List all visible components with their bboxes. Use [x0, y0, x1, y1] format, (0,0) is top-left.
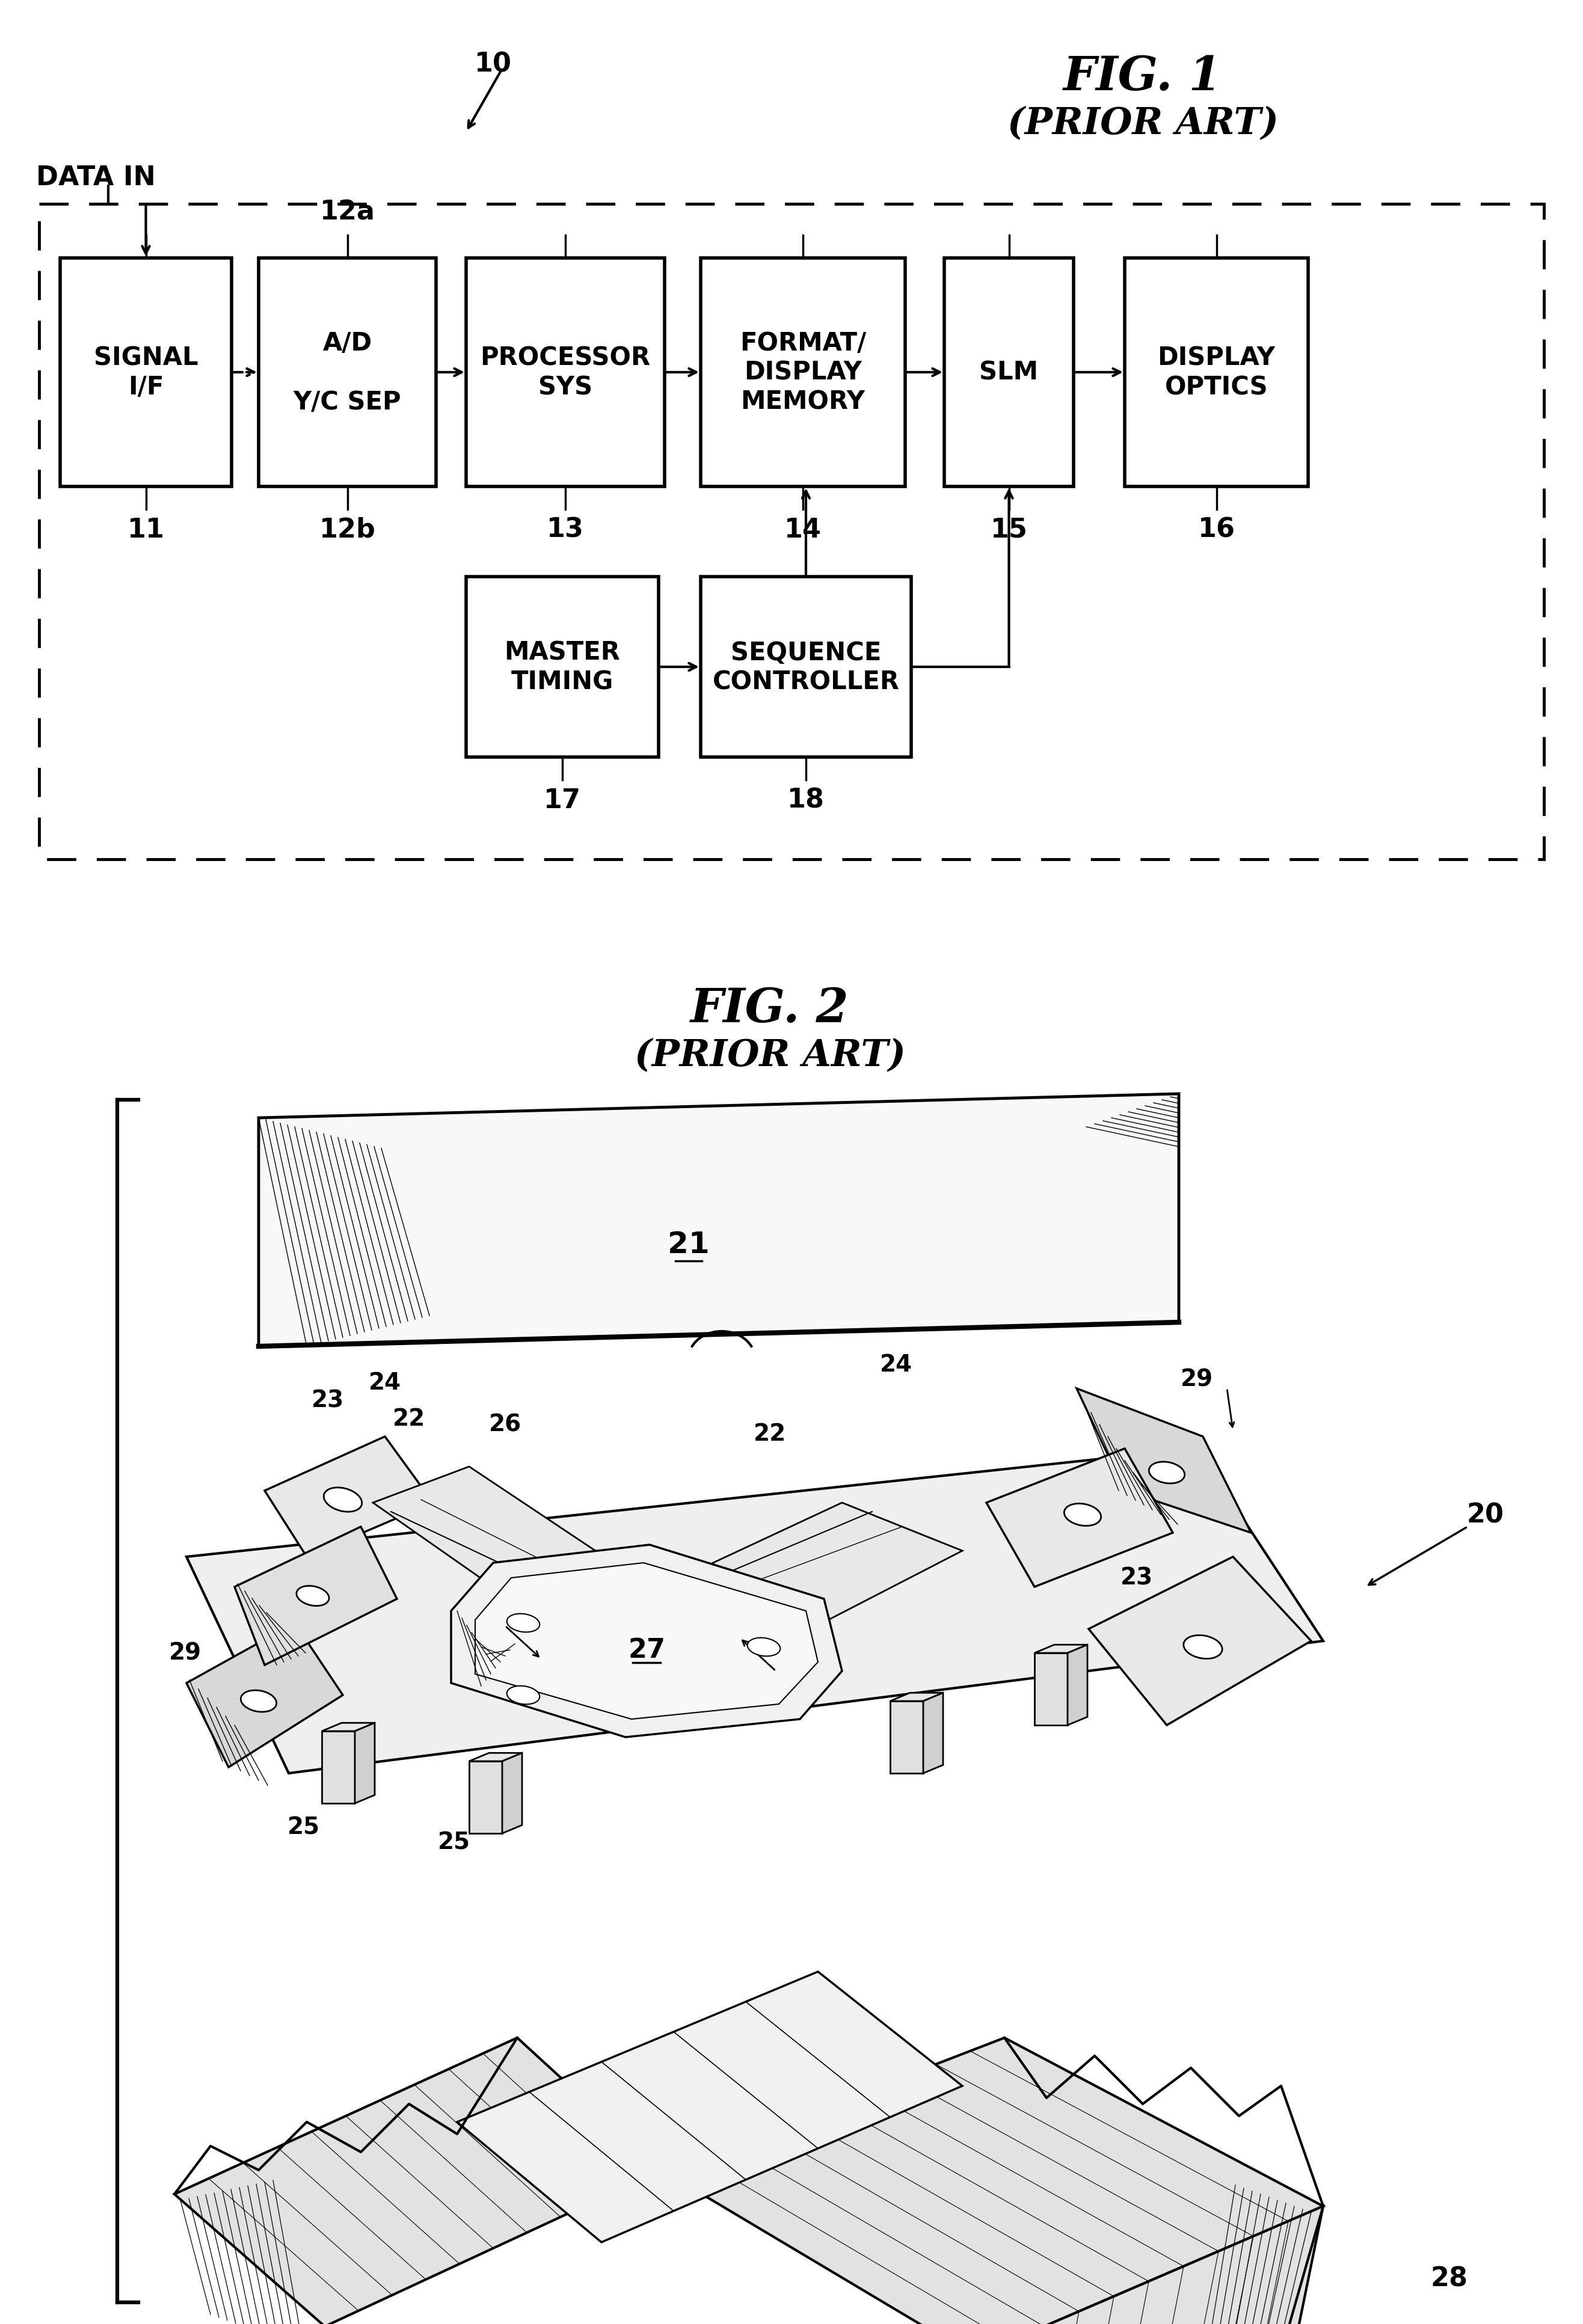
Text: PROCESSOR
SYS: PROCESSOR SYS	[480, 346, 651, 400]
Text: FIG. 2: FIG. 2	[690, 985, 848, 1032]
Bar	[321, 1731, 355, 1803]
Ellipse shape	[1149, 1462, 1184, 1483]
Text: SLM: SLM	[980, 360, 1038, 386]
Polygon shape	[923, 1692, 943, 1773]
Ellipse shape	[507, 1613, 540, 1631]
Bar	[469, 1762, 502, 1834]
Text: 16: 16	[1198, 516, 1235, 544]
Polygon shape	[187, 1622, 344, 1766]
Text: (PRIOR ART): (PRIOR ART)	[635, 1037, 905, 1074]
Text: 11: 11	[127, 516, 165, 544]
Bar	[465, 576, 659, 758]
Polygon shape	[502, 1752, 522, 1834]
Polygon shape	[469, 1752, 522, 1762]
Text: 22: 22	[393, 1408, 426, 1429]
Text: A/D

Y/C SEP: A/D Y/C SEP	[293, 330, 402, 414]
Text: 24: 24	[880, 1353, 912, 1376]
Text: 18: 18	[787, 788, 825, 813]
Text: 12b: 12b	[320, 516, 375, 544]
Polygon shape	[475, 1564, 818, 1720]
Polygon shape	[1034, 1645, 1088, 1652]
Bar	[890, 1701, 923, 1773]
Text: 14: 14	[784, 516, 822, 544]
Text: 25: 25	[288, 1815, 320, 1838]
Polygon shape	[451, 1545, 842, 1738]
Text: 28: 28	[1431, 2266, 1467, 2291]
Text: FORMAT/
DISPLAY
MEMORY: FORMAT/ DISPLAY MEMORY	[739, 330, 866, 414]
Ellipse shape	[241, 1690, 277, 1713]
Text: (PRIOR ART): (PRIOR ART)	[1007, 105, 1279, 142]
Text: 23: 23	[1121, 1566, 1152, 1590]
Ellipse shape	[747, 1638, 780, 1657]
Polygon shape	[1067, 1645, 1088, 1724]
Bar	[701, 576, 912, 758]
Ellipse shape	[296, 1585, 329, 1606]
Bar	[945, 258, 1073, 488]
Text: 15: 15	[991, 516, 1027, 544]
Text: 25: 25	[438, 1831, 470, 1855]
Bar	[465, 258, 665, 488]
Polygon shape	[986, 1448, 1173, 1587]
Ellipse shape	[507, 1685, 540, 1703]
Polygon shape	[374, 1466, 649, 1629]
Polygon shape	[258, 1095, 1179, 1346]
Polygon shape	[264, 1436, 434, 1557]
Text: SEQUENCE
CONTROLLER: SEQUENCE CONTROLLER	[712, 639, 899, 695]
Text: 17: 17	[543, 788, 581, 813]
Bar	[40, 205, 1543, 860]
Polygon shape	[662, 2038, 1323, 2324]
Bar	[60, 258, 231, 488]
Text: 23: 23	[312, 1390, 344, 1413]
Polygon shape	[1076, 1390, 1251, 1534]
Text: 22: 22	[754, 1422, 787, 1446]
Polygon shape	[457, 1971, 962, 2243]
Polygon shape	[890, 1692, 943, 1701]
Text: DATA IN: DATA IN	[36, 165, 155, 191]
Polygon shape	[355, 1722, 375, 1803]
Text: 26: 26	[489, 1413, 521, 1436]
Bar	[258, 258, 435, 488]
Bar	[1034, 1652, 1067, 1724]
Polygon shape	[234, 1527, 397, 1666]
Text: 13: 13	[546, 516, 584, 544]
Text: 20: 20	[1467, 1501, 1504, 1527]
Bar	[1124, 258, 1308, 488]
Text: 27: 27	[628, 1636, 665, 1664]
Text: 12a: 12a	[320, 200, 375, 225]
Polygon shape	[187, 1448, 1323, 1773]
Text: 24: 24	[369, 1371, 400, 1394]
Ellipse shape	[323, 1487, 363, 1513]
Text: 10: 10	[475, 51, 511, 77]
Polygon shape	[1089, 1557, 1311, 1724]
Text: 29: 29	[1181, 1369, 1213, 1392]
Polygon shape	[174, 2038, 662, 2324]
Ellipse shape	[1184, 1636, 1222, 1659]
Polygon shape	[321, 1722, 375, 1731]
Text: MASTER
TIMING: MASTER TIMING	[505, 639, 621, 695]
Text: 21: 21	[668, 1229, 709, 1260]
Text: DISPLAY
OPTICS: DISPLAY OPTICS	[1157, 346, 1276, 400]
Polygon shape	[920, 2205, 1323, 2324]
Bar	[701, 258, 905, 488]
Text: 29: 29	[169, 1641, 201, 1664]
Polygon shape	[662, 1504, 962, 1648]
Text: SIGNAL
I/F: SIGNAL I/F	[93, 346, 198, 400]
Text: FIG. 1: FIG. 1	[1064, 53, 1222, 100]
Ellipse shape	[1064, 1504, 1102, 1527]
